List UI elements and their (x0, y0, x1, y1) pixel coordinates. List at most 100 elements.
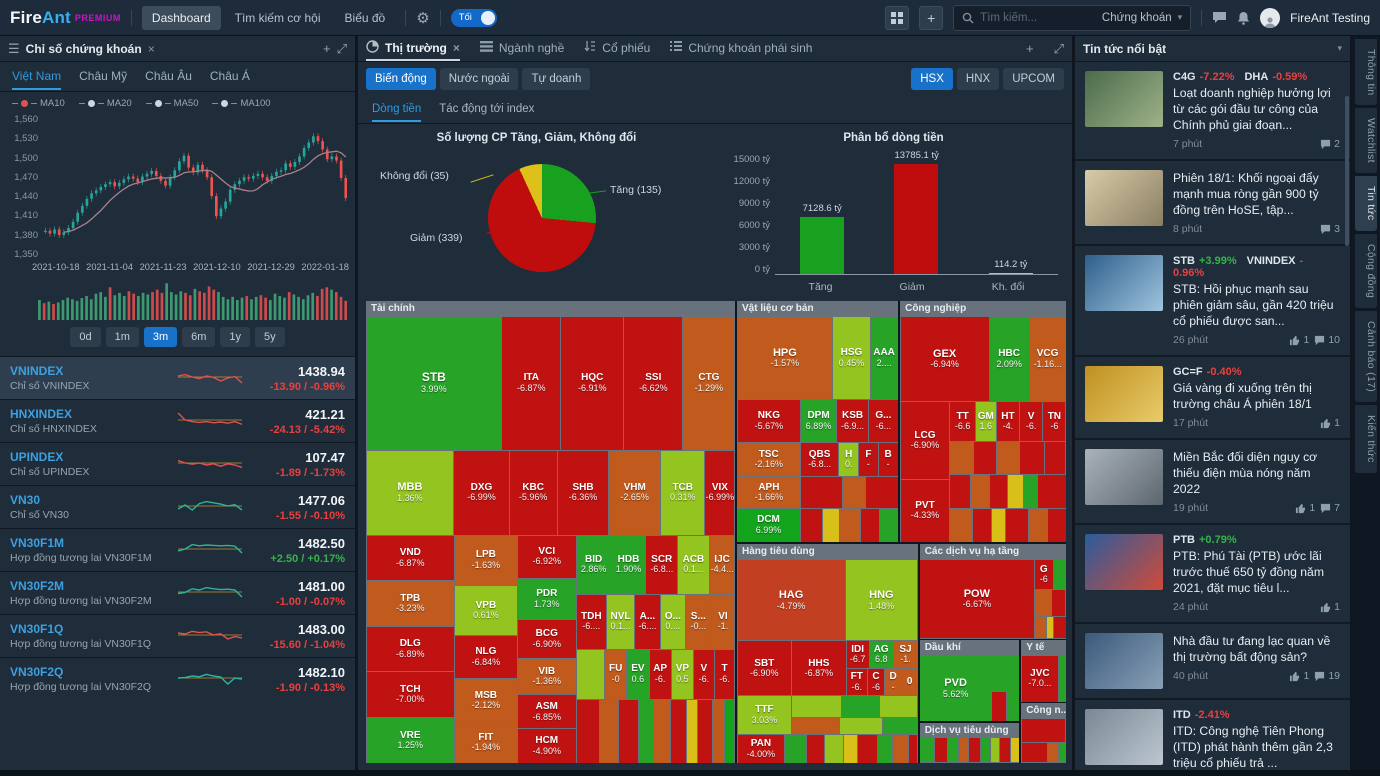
treemap-cell-HT[interactable]: HT -4. (996, 402, 1020, 441)
treemap-cell-GEX[interactable]: GEX -6.94% (900, 316, 989, 402)
close-icon[interactable]: × (147, 41, 155, 56)
like-count[interactable]: 1 (1320, 601, 1340, 613)
treemap-cell-FU[interactable]: FU -0 (605, 649, 627, 699)
news-item[interactable]: STB +3.99% VNINDEX -0.96% STB: Hồi phục mạnh… (1075, 246, 1350, 357)
news-item[interactable]: Nhà đầu tư đang lạc quan về thị trường b… (1075, 624, 1350, 701)
treemap-cell[interactable] (996, 441, 1020, 475)
treemap-cell-B[interactable]: B- (878, 443, 898, 477)
treemap-cell-D[interactable]: D- (885, 668, 902, 696)
range-button-1y[interactable]: 1y (220, 327, 251, 347)
treemap-cell-TCH[interactable]: TCH -7.00% (366, 672, 455, 717)
tab-stocks[interactable]: Cổ phiếu (584, 36, 650, 61)
treemap-cell-HQC[interactable]: HQC -6.91% (561, 316, 624, 450)
add-icon[interactable]: + (1026, 41, 1034, 56)
treemap-cell[interactable] (992, 655, 1019, 692)
treemap-cell-ACB[interactable]: ACB 0.1... (678, 535, 709, 594)
treemap-cell-MBB[interactable]: MBB 1.36% (366, 450, 454, 535)
messages-button[interactable] (1212, 11, 1227, 24)
range-button-5y[interactable]: 5y (255, 327, 285, 347)
notifications-button[interactable] (1237, 11, 1250, 25)
search-input[interactable] (980, 11, 1096, 24)
news-item[interactable]: Miền Bắc đối diện nguy cơ thiếu điện mùa… (1075, 440, 1350, 526)
treemap-cell-APH[interactable]: APH -1.66% (737, 477, 801, 508)
treemap-cell-0[interactable]: 0 (902, 668, 918, 696)
index-row-VNINDEX[interactable]: VNINDEX Chỉ số VNINDEX 1438.94 -13.90 / -0.… (0, 356, 355, 399)
treemap-cell-VIB[interactable]: VIB -1.36% (517, 658, 576, 695)
treemap-cell[interactable] (712, 699, 725, 763)
treemap-cell[interactable] (860, 508, 880, 542)
treemap-cell[interactable] (618, 699, 639, 763)
treemap-cell-MSB[interactable]: MSB -2.12% (455, 679, 517, 722)
news-item[interactable]: C4G -7.22% DHA -0.59% Loạt doanh nghiệp hưởn… (1075, 62, 1350, 161)
treemap-cell[interactable] (1034, 617, 1047, 639)
layout-grid-button[interactable] (885, 5, 910, 30)
treemap-cell-TPB[interactable]: TPB -3.23% (366, 581, 455, 626)
treemap-cell-AG[interactable]: AG 6.8 (869, 641, 893, 668)
treemap-cell-TCB[interactable]: TCB 0.31% (661, 450, 705, 535)
nav-item-2[interactable]: Tìm kiếm cơ hội (234, 10, 321, 25)
region-tab-4[interactable]: Châu Á (209, 69, 250, 83)
treemap-cell-JVC[interactable]: JVC -7.0... (1021, 655, 1059, 702)
treemap-cell-POW[interactable]: POW -6.67% (920, 559, 1034, 639)
treemap-cell-S...[interactable]: S... -0... (686, 594, 711, 649)
treemap-cell[interactable] (950, 475, 971, 509)
treemap-cell[interactable] (725, 699, 735, 763)
subtab-2[interactable]: Tác động tới index (439, 103, 535, 115)
treemap-cell[interactable] (989, 475, 1008, 509)
treemap-cell[interactable] (1029, 509, 1047, 542)
treemap-cell[interactable] (639, 699, 653, 763)
treemap-cell[interactable] (971, 475, 989, 509)
treemap-cell-HDB[interactable]: HDB 1.90% (611, 535, 646, 594)
treemap-cell-LCG[interactable]: LCG -6.90% (900, 402, 950, 479)
treemap-cell-LPB[interactable]: LPB -1.63% (455, 535, 517, 585)
treemap-cell[interactable] (950, 441, 973, 475)
treemap-cell-O...[interactable]: O... 0.... (660, 594, 686, 649)
treemap-cell-STB[interactable]: STB 3.99% (366, 316, 502, 450)
like-count[interactable]: 1 (1295, 502, 1315, 514)
treemap-cell[interactable] (824, 735, 844, 763)
filter-button-3[interactable]: Tự doanh (522, 68, 591, 90)
treemap-cell[interactable] (1045, 441, 1066, 475)
tab-sectors[interactable]: Ngành nghề (479, 36, 564, 61)
side-tab-3[interactable]: Tin tức (1355, 176, 1377, 231)
comment-count[interactable]: 10 (1314, 334, 1340, 346)
treemap-cell-VND[interactable]: VND -6.87% (366, 535, 455, 581)
treemap-cell[interactable] (576, 699, 600, 763)
treemap-cell-DLG[interactable]: DLG -6.89% (366, 626, 455, 672)
username[interactable]: FireAnt Testing (1290, 10, 1370, 25)
treemap-cell[interactable] (857, 735, 877, 763)
treemap-cell[interactable] (839, 508, 860, 542)
treemap-cell[interactable] (973, 509, 992, 542)
treemap-cell[interactable] (866, 477, 898, 508)
chevron-down-icon[interactable]: ▾ (1337, 43, 1342, 53)
treemap-cell-VIX[interactable]: VIX -6.99% (705, 450, 735, 535)
search-scope[interactable]: Chứng khoán (1101, 11, 1172, 24)
treemap-cell-VCI[interactable]: VCI -6.92% (517, 535, 576, 578)
treemap-cell-AP[interactable]: AP -6. (649, 649, 671, 699)
side-tab-4[interactable]: Cộng đồng (1355, 233, 1377, 308)
range-button-0d[interactable]: 0d (70, 327, 101, 347)
treemap-cell[interactable] (792, 696, 842, 717)
treemap-cell-C[interactable]: C -6 (867, 668, 885, 696)
close-icon[interactable]: × (452, 40, 460, 55)
treemap-cell[interactable] (950, 509, 973, 542)
treemap-cell-V[interactable]: V -6. (694, 649, 714, 699)
treemap-cell-TSC[interactable]: TSC -2.16% (737, 443, 800, 477)
index-row-VN30F1Q[interactable]: VN30F1Q Hợp đồng tương lai VN30F1Q 1483.00… (0, 614, 355, 657)
ticker-symbol[interactable]: STB (1173, 255, 1195, 267)
treemap-cell[interactable] (1037, 475, 1066, 509)
search-box[interactable]: Chứng khoán ▾ (953, 4, 1192, 31)
treemap-cell-DXG[interactable]: DXG -6.99% (454, 450, 509, 535)
treemap-cell-TN[interactable]: TN -6 (1043, 402, 1066, 441)
treemap-cell-VCG[interactable]: VCG -1.16... (1029, 316, 1066, 402)
treemap-cell[interactable] (800, 508, 823, 542)
treemap-cell-VRE[interactable]: VRE 1.25% (366, 717, 455, 763)
treemap-cell-A...[interactable]: A... -6.... (635, 594, 660, 649)
treemap-cell[interactable] (806, 735, 824, 763)
exchange-button-HNX[interactable]: HNX (956, 68, 1000, 90)
index-row-HNXINDEX[interactable]: HNXINDEX Chỉ số HNXINDEX 421.21 -24.13 / -5… (0, 399, 355, 442)
add-widget-button[interactable]: + (919, 5, 944, 30)
treemap-cell-IDI[interactable]: IDI -6.7 (846, 641, 869, 668)
treemap-cell[interactable] (1034, 590, 1051, 617)
treemap-cell-HBC[interactable]: HBC 2.09% (989, 316, 1029, 402)
